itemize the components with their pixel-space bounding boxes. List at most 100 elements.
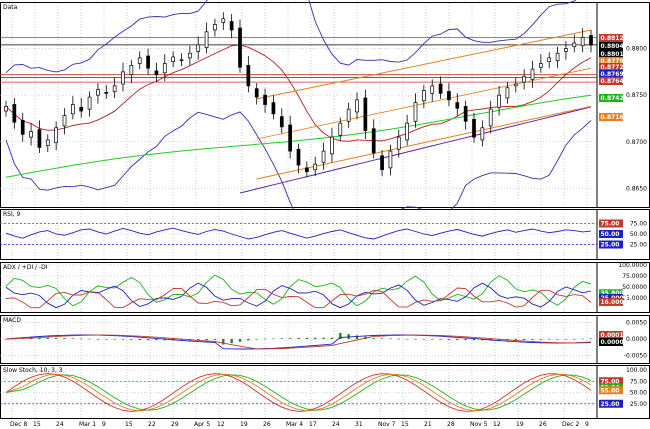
candle-body xyxy=(422,90,426,102)
candle xyxy=(112,77,117,98)
macd-histogram-bar xyxy=(213,339,217,340)
price-tag xyxy=(599,230,623,238)
candle-body xyxy=(547,57,552,62)
candle-body xyxy=(463,106,468,122)
macd-histogram-bar xyxy=(439,339,442,340)
candle-body xyxy=(71,104,75,115)
pane-frame xyxy=(0,262,650,313)
x-axis-label: 15 xyxy=(33,421,41,428)
axis-tick-label: 25.00 xyxy=(630,242,647,249)
axis-tick-label: 0.0050 xyxy=(626,319,647,326)
macd-histogram-bar xyxy=(372,338,375,339)
macd-histogram-bar xyxy=(380,338,384,339)
price-tag xyxy=(599,94,623,102)
candle xyxy=(188,45,192,66)
candle-body xyxy=(288,124,292,152)
candle xyxy=(137,51,142,70)
price-tag-label: 0.8801 xyxy=(601,51,624,58)
candle-body xyxy=(29,131,33,138)
price-tag xyxy=(599,34,623,42)
macd-histogram-bar xyxy=(121,339,125,340)
axis-tick-label: 75.0000 xyxy=(622,273,647,280)
pane-frame xyxy=(0,209,650,260)
macd-histogram-bar xyxy=(355,335,359,339)
macd-histogram-bar xyxy=(297,337,300,339)
macd-histogram-bar xyxy=(573,338,576,340)
candle xyxy=(271,95,276,120)
pane-title: RSI, 9 xyxy=(3,211,21,218)
macd-histogram-bar xyxy=(564,339,568,340)
macd-histogram-bar xyxy=(556,339,559,340)
rsi-line xyxy=(5,227,592,240)
candle-body xyxy=(112,85,117,92)
price-tag-label: 0.8716 xyxy=(601,114,624,121)
stoch-signal-line xyxy=(5,374,592,411)
price-tag-label: 75.00 xyxy=(601,221,620,228)
candle xyxy=(79,97,84,118)
macd-histogram-bar xyxy=(113,339,116,340)
axis-tick-label: 0.8700 xyxy=(626,139,647,146)
candle-body xyxy=(413,102,418,122)
candle xyxy=(422,84,426,109)
candle xyxy=(455,93,460,116)
stoch-k-line xyxy=(5,373,592,412)
pane-title: Data xyxy=(3,4,18,11)
candle xyxy=(62,108,67,135)
candle-body xyxy=(62,115,67,127)
candle xyxy=(313,156,318,177)
price-tag-label: 0.8772 xyxy=(601,64,624,71)
macd-histogram-bar xyxy=(431,339,434,340)
candle-body xyxy=(388,150,393,169)
candle xyxy=(87,91,92,117)
candle-body xyxy=(171,56,175,62)
candle xyxy=(96,83,100,104)
candle-body xyxy=(539,63,543,68)
candle xyxy=(463,100,468,130)
price-tag-label: 0.8779 xyxy=(601,58,624,65)
macd-histogram-bar xyxy=(447,339,451,340)
candle-body xyxy=(396,136,401,150)
price-tag xyxy=(599,113,623,121)
candle-body xyxy=(45,139,50,146)
axis-tick-label: 75.00 xyxy=(630,221,647,228)
candle xyxy=(338,117,343,141)
candle-body xyxy=(555,52,560,62)
price-tag xyxy=(599,386,623,395)
macd-histogram-bar xyxy=(514,339,517,341)
candle xyxy=(472,112,476,143)
price-tag xyxy=(599,57,623,65)
macd-histogram-bar xyxy=(581,338,584,340)
candle xyxy=(179,53,184,67)
x-axis-label: Mar 1 xyxy=(79,421,96,428)
candle-body xyxy=(589,35,593,46)
pane-2: ADX / +DI / -DI 100.0000 75.0000 50.0000 25.… xyxy=(0,262,650,313)
candle xyxy=(171,51,175,68)
x-axis-label: Nov 5 xyxy=(470,421,488,428)
candle xyxy=(45,134,50,153)
macd-histogram-bar xyxy=(138,339,141,340)
candle-body xyxy=(313,163,318,171)
axis-tick-label: 0.8750 xyxy=(626,92,647,99)
candle-body xyxy=(497,94,501,108)
candle xyxy=(539,54,543,73)
price-tag-label: 16.0000 xyxy=(601,299,628,306)
candle-body xyxy=(572,42,577,48)
x-axis-label: 19 xyxy=(240,421,248,428)
candle xyxy=(129,59,134,84)
price-tag-label: 50.00 xyxy=(601,231,620,238)
candle-body xyxy=(96,89,100,96)
price-tag xyxy=(599,338,623,346)
macd-histogram-bar xyxy=(80,338,83,340)
price-tag xyxy=(599,63,623,71)
macd-histogram-bar xyxy=(272,338,275,340)
price-tag xyxy=(599,377,623,386)
macd-histogram-bar xyxy=(522,339,526,341)
price-tag-label: 0.0000 xyxy=(601,339,624,346)
axis-tick-label: 25.00 xyxy=(630,401,647,408)
trend-channel-upper-line xyxy=(256,29,592,100)
macd-histogram-bar xyxy=(531,339,534,340)
candle xyxy=(522,69,526,90)
candle xyxy=(296,143,301,174)
macd-histogram-bar xyxy=(263,338,267,340)
di-line xyxy=(5,282,592,309)
